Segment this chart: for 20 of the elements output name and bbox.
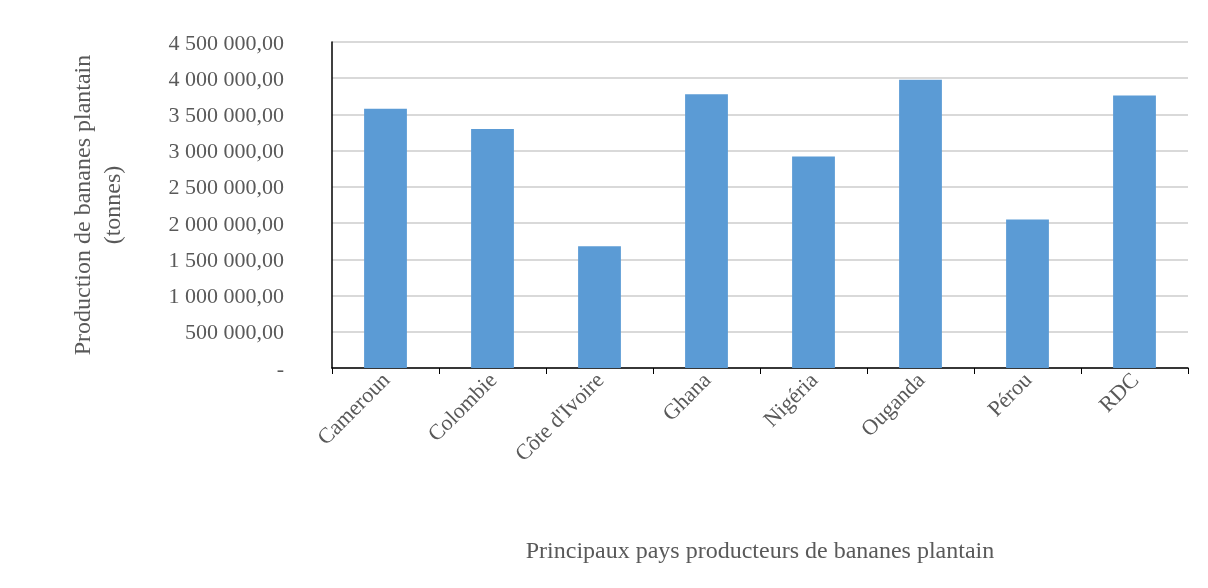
- bar: [578, 246, 621, 368]
- y-tick-label: -: [276, 355, 284, 381]
- y-tick-label: 2 500 000,00: [168, 174, 284, 200]
- bar: [471, 128, 514, 368]
- bar: [792, 156, 835, 368]
- bar: [899, 79, 942, 368]
- y-tick-label: 3 000 000,00: [168, 138, 284, 164]
- x-axis-title: Principaux pays producteurs de bananes plantain: [525, 537, 995, 563]
- bar: [364, 108, 407, 368]
- y-axis-title: Production de bananes plantain (tonnes): [69, 54, 125, 356]
- bar: [1006, 219, 1049, 368]
- y-tick-label: 4 000 000,00: [168, 65, 284, 91]
- y-tick-label: 4 500 000,00: [168, 29, 284, 55]
- bar: [685, 94, 728, 368]
- y-tick-label: 1 000 000,00: [168, 283, 284, 309]
- y-tick-label: 500 000,00: [185, 319, 284, 345]
- y-tick-label: 3 500 000,00: [168, 101, 284, 127]
- y-tick-label: 2 000 000,00: [168, 210, 284, 236]
- y-tick-label: 1 500 000,00: [168, 246, 284, 272]
- bar: [1113, 95, 1156, 368]
